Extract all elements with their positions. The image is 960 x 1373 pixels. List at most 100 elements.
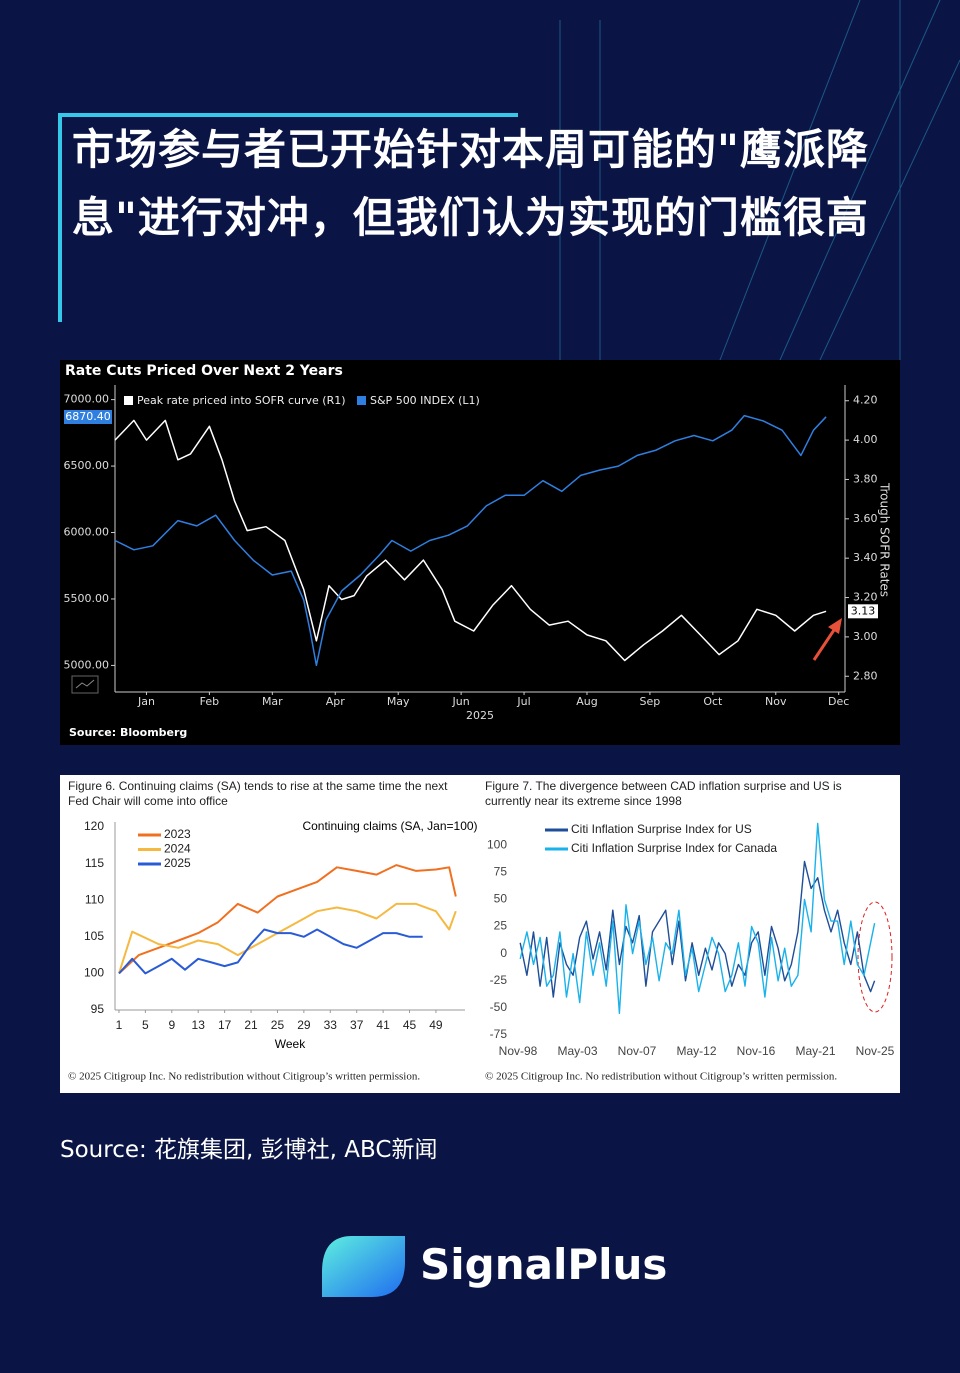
y2-tick-label: 4.00 — [853, 433, 878, 446]
x-tick-label: 33 — [324, 1018, 338, 1032]
y-tick-label: 7000.00 — [64, 393, 110, 406]
arrow-head — [828, 618, 842, 634]
highlight-ellipse — [857, 901, 893, 1013]
x-tick-label: Nov-25 — [856, 1044, 895, 1058]
x-tick-label: 29 — [297, 1018, 311, 1032]
x-tick-label: 13 — [192, 1018, 206, 1032]
legend-label: S&P 500 INDEX (L1) — [370, 394, 480, 407]
legend-label: Citi Inflation Surprise Index for US — [571, 822, 752, 836]
x-tick-label: 45 — [403, 1018, 417, 1032]
x-tick-label: 25 — [271, 1018, 285, 1032]
y-tick-label: 105 — [84, 929, 104, 943]
chart-icon — [75, 679, 95, 689]
subtitle: Continuing claims (SA, Jan=100) — [302, 819, 477, 833]
last-value-box — [64, 410, 112, 424]
legend-label: 2023 — [164, 827, 191, 841]
x-axis-label: 2025 — [466, 709, 494, 722]
x-tick-label: 17 — [218, 1018, 232, 1032]
y2-tick-label: 3.00 — [853, 630, 878, 643]
x-axis-label: Week — [275, 1037, 306, 1051]
series-line — [519, 822, 876, 1014]
last-value-box — [848, 604, 878, 619]
x-tick-label: 41 — [376, 1018, 390, 1032]
x-tick-label: Apr — [326, 695, 346, 708]
y2-tick-label: 3.40 — [853, 551, 878, 564]
x-tick-label: Oct — [703, 695, 723, 708]
y-tick-label: 95 — [91, 1002, 105, 1016]
headline: 市场参与者已开始针对本周可能的"鹰派降息"进行对冲，但我们认为实现的门槛很高 — [72, 125, 869, 242]
y-tick-label: -25 — [490, 973, 508, 987]
x-tick-label: Mar — [262, 695, 283, 708]
x-tick-label: Nov-07 — [618, 1044, 657, 1058]
y2-tick-label: 3.60 — [853, 512, 878, 525]
y-tick-label: 120 — [84, 819, 104, 833]
x-tick-label: Dec — [828, 695, 849, 708]
figure-title: Figure 6. Continuing claims (SA) tends t… — [68, 779, 448, 808]
y-tick-label: 5000.00 — [64, 658, 110, 671]
x-tick-label: May-21 — [795, 1044, 835, 1058]
y-tick-label: 50 — [494, 892, 508, 906]
series-line — [118, 864, 457, 975]
x-tick-label: 5 — [142, 1018, 149, 1032]
chart-panel — [60, 360, 900, 745]
legend-swatch — [124, 396, 133, 405]
y-tick-label: 6500.00 — [64, 459, 110, 472]
decor — [779, 0, 941, 361]
y-tick-label: 6000.00 — [64, 526, 110, 539]
legend-label: Citi Inflation Surprise Index for Canada — [571, 841, 777, 855]
y-tick-label: 5500.00 — [64, 592, 110, 605]
y2-tick-label: 3.20 — [853, 591, 878, 604]
decor-lines — [559, 0, 960, 361]
decor — [819, 59, 960, 361]
x-tick-label: May-03 — [557, 1044, 597, 1058]
x-tick-label: Nov-16 — [737, 1044, 776, 1058]
x-tick-label: 49 — [429, 1018, 443, 1032]
figure-title: Figure 7. The divergence between CAD inf… — [485, 779, 842, 808]
last-value-label: 6870.40 — [65, 410, 111, 423]
decor — [719, 0, 861, 361]
x-tick-label: Jun — [452, 695, 470, 708]
source: Source: Bloomberg — [69, 726, 187, 739]
x-tick-label: Nov — [765, 695, 787, 708]
y-tick-label: 75 — [494, 864, 508, 878]
y-tick-label: -75 — [490, 1027, 508, 1041]
arrow — [812, 626, 838, 661]
y2-axis-label: Trough SOFR Rates — [878, 482, 892, 597]
y-tick-label: 110 — [85, 892, 104, 906]
chart-title: Rate Cuts Priced Over Next 2 Years — [65, 363, 343, 379]
logo-mark — [322, 1236, 405, 1297]
legend-label: Peak rate priced into SOFR curve (R1) — [137, 394, 346, 407]
series-line — [118, 928, 423, 975]
x-tick-label: 9 — [168, 1018, 175, 1032]
chart-panel — [60, 775, 900, 1093]
y2-tick-label: 4.20 — [853, 394, 878, 407]
x-tick-label: Jul — [516, 695, 530, 708]
x-tick-label: 37 — [350, 1018, 364, 1032]
y2-tick-label: 2.80 — [853, 669, 878, 682]
series-line — [114, 419, 827, 662]
series-line — [519, 860, 876, 998]
last-value-label: 3.13 — [851, 604, 876, 617]
x-tick-label: May-12 — [676, 1044, 716, 1058]
footnote: © 2025 Citigroup Inc. No redistribution … — [485, 1071, 837, 1083]
chart-icon — [71, 675, 99, 694]
y-tick-label: 115 — [85, 856, 104, 870]
y-tick-label: 100 — [84, 966, 104, 980]
x-tick-label: 21 — [244, 1018, 258, 1032]
x-tick-label: 1 — [116, 1018, 123, 1032]
series-line — [114, 414, 827, 667]
x-tick-label: Jan — [137, 695, 155, 708]
y-tick-label: -50 — [490, 1000, 508, 1014]
source: Source: 花旗集团, 彭博社, ABC新闻 — [60, 1137, 438, 1163]
x-tick-label: Feb — [200, 695, 219, 708]
legend-label: 2025 — [164, 856, 191, 870]
x-tick-label: Nov-98 — [499, 1044, 538, 1058]
series-line — [118, 902, 457, 974]
y-tick-label: 25 — [494, 919, 508, 933]
y-tick-label: 0 — [500, 946, 507, 960]
x-tick-label: Aug — [576, 695, 597, 708]
legend-label: 2024 — [164, 842, 191, 856]
y-tick-label: 100 — [487, 837, 507, 851]
